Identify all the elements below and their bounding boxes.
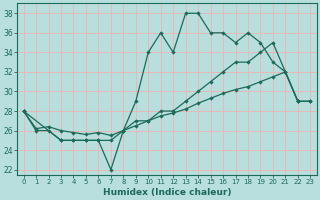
X-axis label: Humidex (Indice chaleur): Humidex (Indice chaleur) [103,188,231,197]
